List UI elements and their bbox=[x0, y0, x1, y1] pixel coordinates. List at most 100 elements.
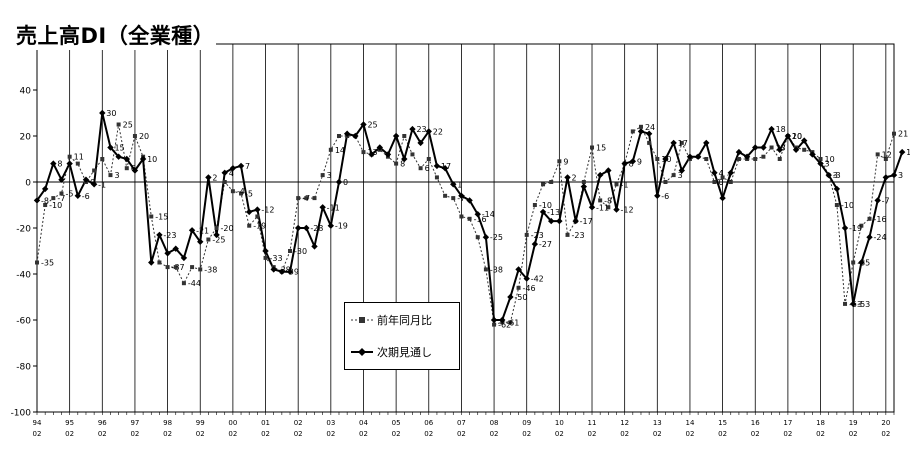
point-outlook bbox=[262, 247, 269, 255]
point-outlook bbox=[833, 185, 841, 193]
data-label: -42 bbox=[531, 275, 544, 284]
point-outlook bbox=[784, 132, 792, 140]
data-label: -25 bbox=[212, 236, 225, 245]
data-label: -53 bbox=[857, 300, 870, 309]
data-label: 24 bbox=[645, 123, 655, 132]
data-label: 2 bbox=[727, 173, 732, 182]
axis-layer: -100-80-60-40-20020406094029502960297029… bbox=[11, 41, 895, 438]
point-yoy bbox=[704, 157, 709, 161]
point-yoy bbox=[614, 182, 619, 187]
data-label: 11 bbox=[74, 153, 84, 162]
point-yoy bbox=[51, 196, 56, 201]
point-outlook bbox=[335, 178, 343, 186]
point-yoy bbox=[883, 157, 888, 161]
data-label: -30 bbox=[294, 247, 307, 256]
data-label: 0 bbox=[718, 178, 723, 187]
point-yoy bbox=[312, 196, 317, 201]
y-tick-label: 0 bbox=[25, 179, 31, 189]
point-outlook bbox=[425, 128, 432, 135]
point-outlook bbox=[531, 240, 539, 248]
data-label: 9 bbox=[637, 157, 642, 166]
data-label: -53 bbox=[849, 300, 862, 309]
point-outlook bbox=[548, 217, 555, 225]
point-yoy bbox=[296, 196, 301, 201]
point-outlook bbox=[450, 181, 457, 188]
x-tick-label-year: 03 bbox=[326, 419, 335, 427]
x-tick-label-year: 96 bbox=[98, 419, 107, 427]
point-outlook bbox=[678, 167, 685, 174]
data-label: -7 bbox=[457, 194, 465, 203]
point-yoy bbox=[43, 203, 48, 207]
x-tick-label-month: 02 bbox=[196, 430, 205, 438]
point-outlook bbox=[82, 176, 90, 183]
data-label: 8 bbox=[629, 160, 634, 169]
point-yoy bbox=[222, 180, 227, 184]
point-outlook bbox=[156, 231, 163, 239]
x-tick-label-year: 02 bbox=[294, 419, 303, 427]
y-tick-label: -40 bbox=[16, 271, 31, 281]
data-label: -38 bbox=[490, 265, 503, 274]
point-outlook bbox=[99, 109, 106, 117]
point-yoy bbox=[132, 134, 137, 138]
data-label: -38 bbox=[278, 265, 291, 274]
data-label: -10 bbox=[841, 201, 854, 210]
legend: 前年同月比 次期見通し bbox=[344, 302, 460, 370]
point-yoy bbox=[834, 203, 839, 207]
data-label: 8 bbox=[57, 160, 62, 169]
point-yoy bbox=[492, 322, 497, 327]
point-outlook bbox=[327, 222, 335, 229]
y-tick-label: 40 bbox=[20, 87, 32, 97]
point-outlook bbox=[792, 146, 800, 153]
point-outlook bbox=[874, 197, 881, 204]
point-outlook bbox=[107, 144, 114, 151]
legend-swatch-yoy bbox=[351, 317, 373, 323]
data-label: 2 bbox=[572, 173, 577, 182]
point-outlook bbox=[621, 160, 628, 167]
point-outlook bbox=[213, 231, 220, 239]
data-label: 0 bbox=[343, 178, 348, 187]
point-yoy bbox=[671, 173, 676, 178]
marker-layer bbox=[33, 109, 906, 327]
x-tick-label-month: 02 bbox=[751, 430, 760, 438]
data-label: 15 bbox=[596, 144, 606, 153]
data-label: 4 bbox=[718, 169, 723, 178]
point-outlook bbox=[645, 130, 653, 137]
legend-label-outlook: 次期見通し bbox=[377, 346, 432, 359]
data-label: 25 bbox=[123, 121, 133, 130]
point-outlook bbox=[409, 125, 416, 133]
x-tick-label-year: 10 bbox=[555, 419, 564, 427]
point-yoy bbox=[851, 260, 856, 265]
x-tick-label-year: 12 bbox=[620, 419, 629, 427]
point-yoy bbox=[59, 191, 64, 196]
data-label: -8 bbox=[604, 196, 612, 205]
point-yoy bbox=[320, 173, 325, 178]
x-tick-label-month: 02 bbox=[65, 430, 74, 438]
x-tick-label-month: 02 bbox=[326, 430, 335, 438]
point-outlook bbox=[384, 151, 392, 158]
point-yoy bbox=[541, 182, 546, 187]
data-label: -7 bbox=[882, 196, 890, 205]
x-tick-label-year: 18 bbox=[816, 419, 825, 427]
x-tick-label-month: 02 bbox=[261, 430, 270, 438]
x-tick-label-year: 19 bbox=[849, 419, 858, 427]
point-yoy bbox=[165, 265, 170, 270]
data-label: 20 bbox=[792, 132, 802, 141]
data-label: -37 bbox=[172, 263, 185, 272]
x-tick-label-year: 08 bbox=[490, 419, 499, 427]
point-yoy bbox=[859, 223, 864, 228]
data-label: -1 bbox=[98, 180, 106, 189]
x-tick-label-month: 02 bbox=[490, 430, 499, 438]
point-outlook bbox=[352, 132, 359, 140]
point-yoy bbox=[336, 134, 341, 138]
data-label: -16 bbox=[874, 215, 887, 224]
point-yoy bbox=[198, 267, 203, 272]
x-tick-label-month: 02 bbox=[849, 430, 858, 438]
plot-frame bbox=[36, 43, 895, 413]
x-tick-label-month: 02 bbox=[685, 430, 694, 438]
point-yoy bbox=[630, 129, 635, 134]
point-outlook bbox=[670, 139, 677, 147]
data-label: -20 bbox=[221, 224, 234, 233]
point-yoy bbox=[75, 161, 80, 166]
point-outlook bbox=[858, 259, 865, 266]
point-yoy bbox=[508, 320, 513, 325]
